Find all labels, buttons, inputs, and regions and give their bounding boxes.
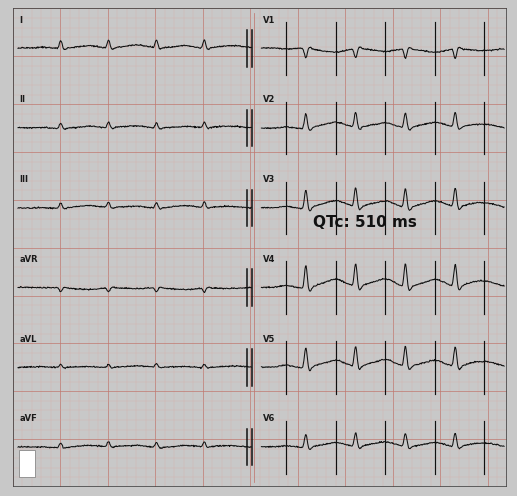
Text: I: I (19, 15, 22, 25)
Text: V6: V6 (263, 415, 275, 424)
Bar (19, 450, 35, 477)
Text: V5: V5 (263, 335, 275, 344)
Text: aVF: aVF (19, 415, 37, 424)
Text: aVR: aVR (19, 255, 38, 264)
Text: QTc: 510 ms: QTc: 510 ms (313, 215, 417, 230)
Text: aVL: aVL (19, 335, 37, 344)
Text: II: II (19, 95, 25, 104)
Text: V4: V4 (263, 255, 275, 264)
Text: V1: V1 (263, 15, 275, 25)
Text: III: III (19, 175, 28, 184)
Text: V3: V3 (263, 175, 275, 184)
Text: V2: V2 (263, 95, 275, 104)
